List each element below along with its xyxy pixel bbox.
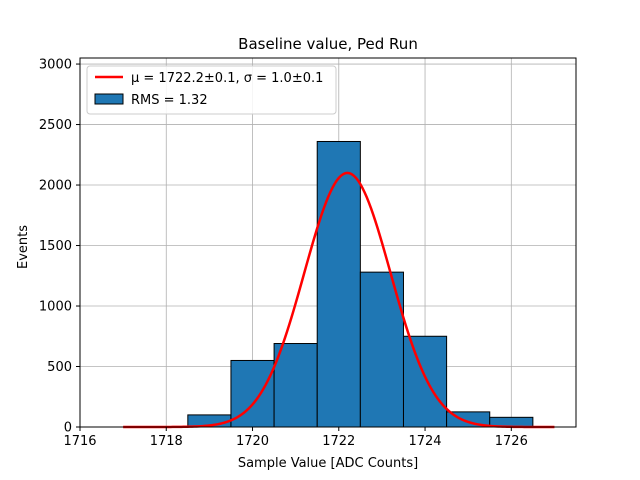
legend-histogram-swatch [94, 93, 124, 105]
y-tick-label: 2500 [39, 118, 72, 133]
histogram-bar [316, 140, 361, 428]
legend-histogram-label: RMS = 1.32 [131, 93, 208, 108]
legend-fit-label: μ = 1722.2±0.1, σ = 1.0±0.1 [131, 71, 323, 86]
histogram-bar [402, 335, 448, 428]
legend: μ = 1722.2±0.1, σ = 1.0±0.1 RMS = 1.32 [86, 65, 337, 115]
x-axis-label: Sample Value [ADC Counts] [238, 456, 418, 471]
y-tick-label: 0 [64, 421, 72, 436]
x-tick-label: 1726 [495, 434, 528, 449]
x-tick-label: 1716 [63, 434, 96, 449]
y-axis-ticks: 0 500 1000 1500 2000 2500 3000 [39, 58, 80, 436]
x-axis-ticks: 1716 1718 1720 1722 1724 1726 [63, 427, 528, 449]
y-tick-label: 3000 [39, 58, 72, 73]
histogram-bar [359, 271, 404, 428]
x-tick-label: 1718 [150, 434, 183, 449]
histogram-bars [187, 140, 534, 428]
y-tick-label: 500 [47, 360, 72, 375]
y-tick-label: 1500 [39, 239, 72, 254]
legend-box [86, 65, 337, 115]
y-tick-label: 1000 [39, 300, 72, 315]
y-tick-label: 2000 [39, 179, 72, 194]
x-tick-label: 1722 [322, 434, 355, 449]
x-tick-label: 1724 [408, 434, 441, 449]
chart-title: Baseline value, Ped Run [238, 35, 418, 53]
plot-frame [79, 57, 577, 428]
y-axis-label: Events [16, 225, 31, 269]
histogram-bar [273, 343, 318, 428]
x-tick-label: 1720 [236, 434, 269, 449]
